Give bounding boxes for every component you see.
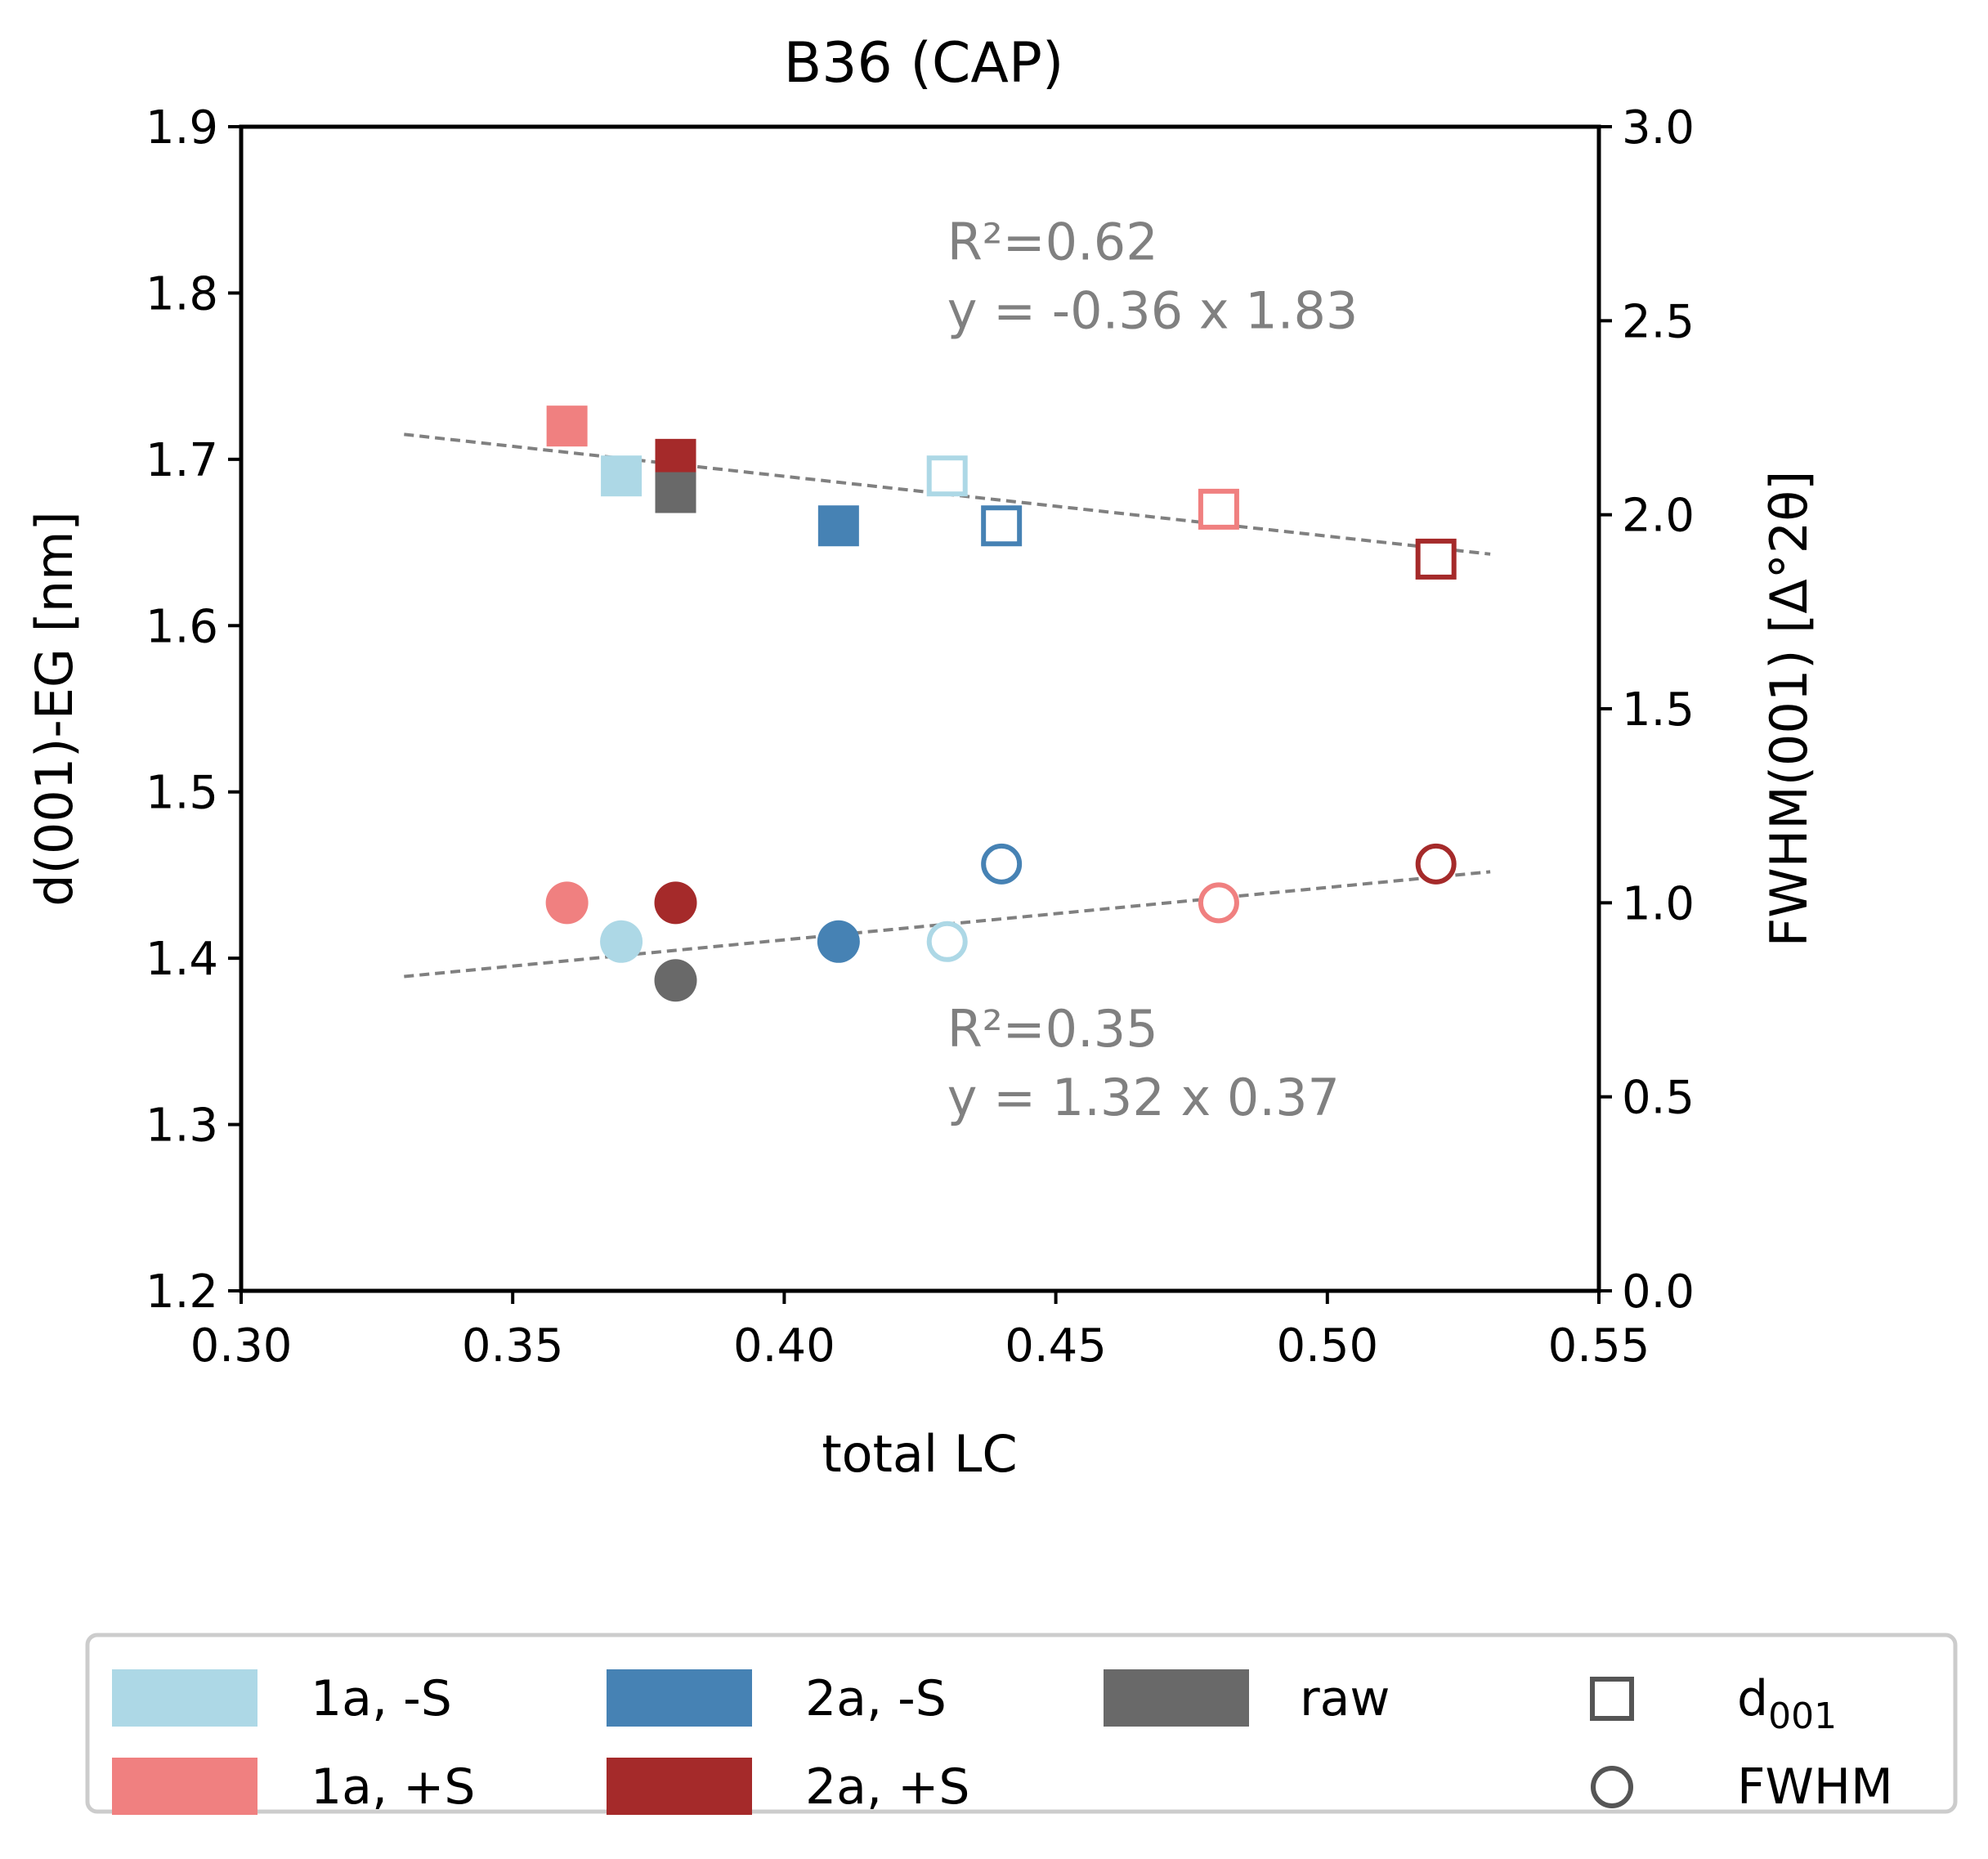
d001-open-marker bbox=[981, 505, 1023, 547]
left-y-tick-label: 1.3 bbox=[146, 1100, 218, 1153]
d001-filled-marker bbox=[601, 455, 643, 497]
legend-square-marker bbox=[1590, 1677, 1634, 1721]
left-y-tick-label: 1.6 bbox=[146, 600, 218, 653]
fwhm-open-marker bbox=[1198, 882, 1239, 924]
legend-marker-label: FWHM bbox=[1737, 1758, 1893, 1816]
d001-filled-marker bbox=[817, 505, 859, 547]
axis-ticks: 0.30 0.35 0.40 0.45 0.50 0.55 1.2 1.3 1.4 1.5 1.6 1… bbox=[146, 101, 1695, 1373]
legend-label: 1a, +S bbox=[311, 1758, 475, 1816]
data-markers bbox=[545, 405, 1457, 1002]
x-axis-title: total LC bbox=[822, 1424, 1017, 1484]
x-tick-label: 0.55 bbox=[1548, 1319, 1650, 1373]
left-y-tick-label: 1.8 bbox=[146, 267, 218, 320]
fwhm-open-marker bbox=[926, 921, 968, 962]
right-y-tick-label: 0.5 bbox=[1622, 1072, 1695, 1125]
fit-r2-annotation: R²=0.35 bbox=[947, 999, 1158, 1059]
legend-swatch bbox=[112, 1758, 257, 1815]
right-y-tick-label: 1.0 bbox=[1622, 877, 1695, 930]
right-y-tick-label: 3.0 bbox=[1622, 101, 1695, 155]
fit-annotations: R²=0.62 y = -0.36 x 1.83 R²=0.35 y = 1.32 x… bbox=[947, 213, 1359, 1127]
left-y-tick-label: 1.7 bbox=[146, 434, 218, 487]
legend-swatch bbox=[607, 1669, 752, 1727]
d001-open-marker bbox=[1198, 488, 1239, 530]
legend-swatch bbox=[1104, 1669, 1249, 1727]
fit-equation-annotation: y = -0.36 x 1.83 bbox=[947, 281, 1359, 341]
right-y-tick-label: 2.0 bbox=[1622, 490, 1695, 543]
fwhm-open-marker bbox=[981, 843, 1023, 885]
d001-filled-marker bbox=[655, 472, 696, 513]
plot-frame bbox=[239, 124, 1601, 1293]
fwhm-filled-marker bbox=[545, 881, 589, 925]
right-y-tick-label: 1.5 bbox=[1622, 683, 1695, 737]
fwhm-filled-marker bbox=[817, 920, 860, 963]
legend-label: raw bbox=[1300, 1670, 1390, 1727]
d001-open-marker bbox=[926, 455, 968, 497]
right-y-tick-label: 0.0 bbox=[1622, 1265, 1695, 1319]
x-tick-label: 0.40 bbox=[733, 1319, 835, 1373]
x-tick-label: 0.45 bbox=[1005, 1319, 1107, 1373]
fit-r2-annotation: R²=0.62 bbox=[947, 213, 1158, 272]
legend-circle-marker bbox=[1591, 1766, 1633, 1808]
fwhm-filled-marker bbox=[654, 881, 697, 925]
legend-label: 2a, +S bbox=[805, 1758, 969, 1816]
left-y-tick-label: 1.9 bbox=[146, 101, 218, 155]
left-y-tick-label: 1.2 bbox=[146, 1265, 218, 1319]
left-y-tick-label: 1.5 bbox=[146, 767, 218, 820]
fwhm-open-marker bbox=[1415, 843, 1457, 885]
x-tick-label: 0.50 bbox=[1276, 1319, 1378, 1373]
right-y-axis-title: FWHM(001) [Δ°2θ] bbox=[1759, 471, 1819, 947]
right-y-tick-label: 2.5 bbox=[1622, 295, 1695, 348]
legend-frame bbox=[85, 1633, 1958, 1814]
x-tick-label: 0.30 bbox=[190, 1319, 293, 1373]
legend-label: 1a, -S bbox=[311, 1670, 452, 1727]
chart-title: B36 (CAP) bbox=[784, 31, 1064, 96]
fwhm-filled-marker bbox=[654, 959, 697, 1002]
x-tick-label: 0.35 bbox=[462, 1319, 564, 1373]
legend-swatch bbox=[112, 1669, 257, 1727]
left-y-tick-label: 1.4 bbox=[146, 933, 218, 986]
fwhm-filled-marker bbox=[600, 920, 643, 963]
d001-open-marker bbox=[1415, 538, 1457, 580]
left-y-axis-title: d(001)-EG [nm] bbox=[25, 511, 84, 906]
legend-swatch bbox=[607, 1758, 752, 1815]
legend-label: 2a, -S bbox=[805, 1670, 947, 1727]
legend-marker-subscript: 001 bbox=[1768, 1695, 1837, 1737]
fit-equation-annotation: y = 1.32 x 0.37 bbox=[947, 1068, 1340, 1127]
d001-filled-marker bbox=[546, 405, 588, 447]
